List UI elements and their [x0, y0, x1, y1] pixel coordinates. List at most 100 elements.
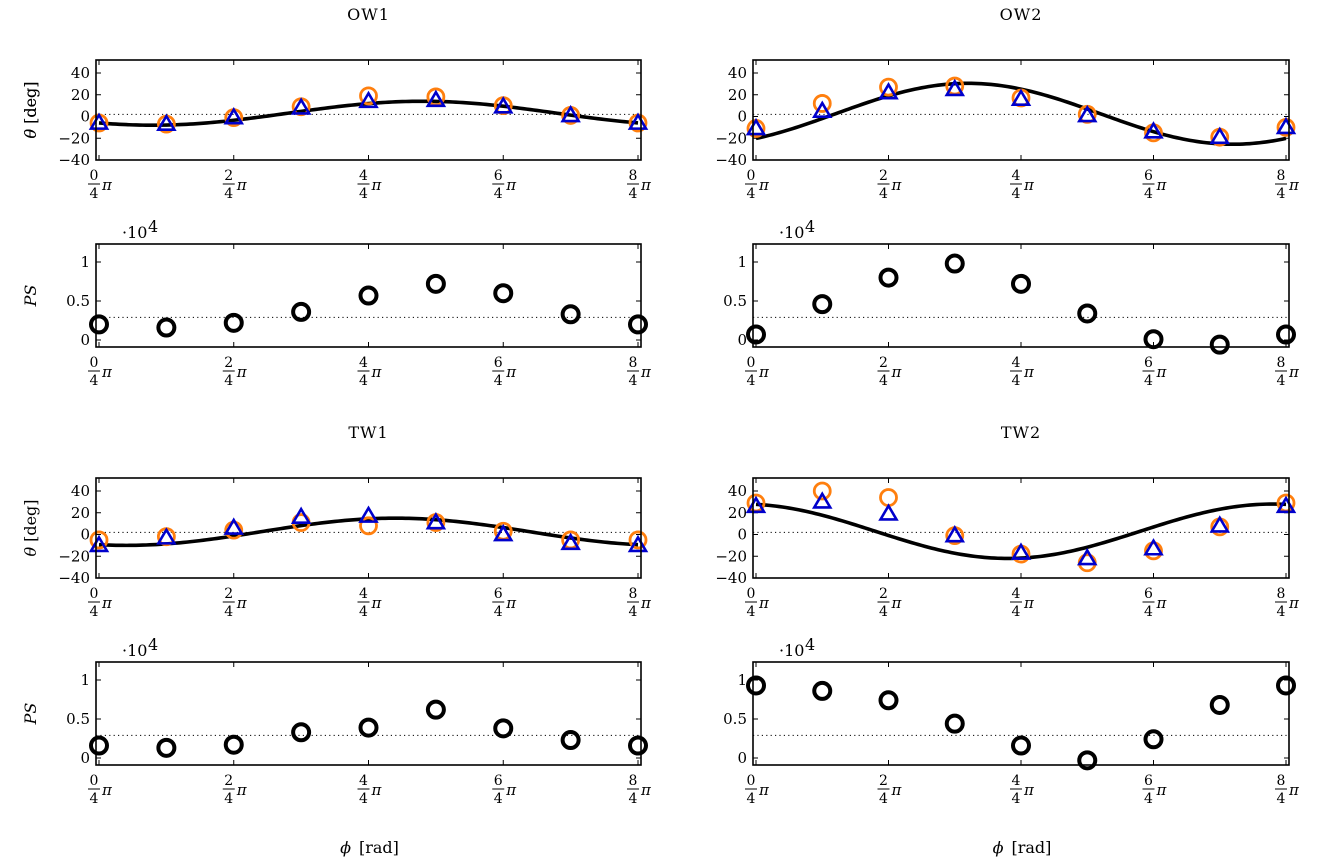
- x-tick-denominator: 4: [359, 604, 368, 620]
- triangle-point: [358, 90, 379, 109]
- x-tick-denominator: 4: [90, 373, 99, 389]
- y-tick-label: 0.5: [66, 292, 90, 310]
- y-tick-label: 1: [737, 671, 747, 689]
- x-tick-label: 8 4 π: [627, 586, 652, 620]
- x-axis-label: ϕ [rad]: [340, 838, 399, 857]
- triangle-point: [1076, 104, 1098, 123]
- x-tick-label: 2 4 π: [877, 586, 903, 620]
- panel-title: TW1: [348, 423, 388, 442]
- axes-frame: [752, 477, 1290, 579]
- x-tick-denominator: 4: [494, 186, 503, 202]
- pi-symbol: π: [891, 594, 903, 612]
- triangle-point: [1010, 542, 1032, 560]
- exponent-base: ·10: [122, 641, 147, 660]
- y-tick-label: 20: [728, 86, 747, 104]
- x-tick-denominator: 4: [224, 186, 233, 202]
- x-tick-numerator: 0: [747, 355, 756, 371]
- x-tick-denominator: 4: [90, 604, 99, 620]
- x-tick-label: 2 4 π: [877, 355, 903, 389]
- x-tick-label: 4 4 π: [1010, 586, 1035, 620]
- pi-symbol: π: [1156, 781, 1168, 799]
- exponent-base: ·10: [779, 641, 804, 660]
- x-tick-numerator: 0: [747, 586, 756, 602]
- x-tick-denominator: 4: [1144, 373, 1153, 389]
- x-tick-numerator: 6: [494, 355, 503, 371]
- x-tick-denominator: 4: [629, 373, 638, 389]
- x-tick-denominator: 4: [494, 373, 503, 389]
- x-tick-denominator: 4: [1144, 791, 1153, 807]
- y-axis-label: PS: [21, 703, 40, 726]
- pi-symbol: π: [758, 781, 770, 799]
- x-tick-numerator: 2: [879, 355, 888, 371]
- x-tick-label: 2 4 π: [222, 168, 248, 202]
- ps-point: [493, 718, 514, 739]
- pi-symbol: π: [1288, 363, 1300, 381]
- phi-unit: [rad]: [359, 838, 399, 857]
- ps-point: [746, 324, 766, 345]
- x-tick-numerator: 0: [747, 168, 756, 184]
- x-tick-denominator: 4: [1277, 604, 1286, 620]
- y-tick-label: −20: [715, 547, 747, 565]
- ps-point: [746, 675, 766, 696]
- panel-title: OW1: [347, 5, 390, 24]
- phi-unit: [rad]: [1011, 838, 1051, 857]
- y-tick-label: 20: [71, 86, 90, 104]
- pi-symbol: π: [1288, 176, 1300, 194]
- pi-symbol: π: [1288, 594, 1300, 612]
- panel-title: TW2: [1001, 423, 1041, 442]
- pi-symbol: π: [640, 363, 652, 381]
- triangle-point: [492, 523, 514, 542]
- triangle-point: [223, 107, 245, 125]
- y-tick-label: −20: [58, 129, 90, 147]
- ps-point: [560, 304, 581, 325]
- y-tick-label: 0: [737, 108, 747, 126]
- triangle-point: [944, 78, 966, 97]
- ps-exponent: ·10 4: [122, 635, 158, 660]
- x-tick-numerator: 4: [1012, 773, 1021, 789]
- ps-point: [425, 699, 446, 720]
- x-tick-denominator: 4: [747, 791, 756, 807]
- y-tick-label: 0: [737, 749, 747, 767]
- x-tick-label: 0 4 π: [745, 773, 770, 807]
- x-tick-numerator: 6: [1144, 773, 1153, 789]
- x-tick-numerator: 4: [1012, 586, 1021, 602]
- pi-symbol: π: [236, 594, 248, 612]
- x-tick-numerator: 2: [224, 773, 233, 789]
- ps-exponent: ·10 4: [779, 217, 815, 242]
- pi-symbol: π: [505, 594, 517, 612]
- pi-symbol: π: [640, 781, 652, 799]
- theta-symbol: θ: [21, 547, 40, 557]
- x-tick-numerator: 6: [1144, 355, 1153, 371]
- ps-point: [628, 735, 648, 756]
- ps-point: [425, 273, 446, 294]
- y-tick-label: −40: [715, 569, 747, 587]
- pi-symbol: π: [758, 594, 770, 612]
- triangle-point: [88, 112, 110, 130]
- axes-frame: [95, 477, 642, 579]
- x-tick-label: 0 4 π: [88, 586, 113, 620]
- triangle-point: [1209, 126, 1231, 145]
- circle-point: [812, 94, 832, 113]
- y-tick-label: 0.5: [723, 710, 747, 728]
- triangle-point: [745, 117, 767, 136]
- triangle-point: [560, 104, 581, 123]
- x-tick-label: 4 4 π: [357, 168, 383, 202]
- y-tick-label: −40: [715, 151, 747, 169]
- x-tick-numerator: 2: [224, 168, 233, 184]
- x-tick-label: 8 4 π: [627, 773, 652, 807]
- ps-point: [1011, 735, 1031, 756]
- exponent-base: ·10: [779, 223, 804, 242]
- x-tick-numerator: 2: [224, 355, 233, 371]
- x-tick-denominator: 4: [1012, 186, 1021, 202]
- x-tick-denominator: 4: [629, 186, 638, 202]
- pi-symbol: π: [505, 781, 517, 799]
- x-tick-numerator: 4: [1012, 168, 1021, 184]
- x-tick-label: 8 4 π: [1275, 355, 1300, 389]
- ps-point: [156, 737, 177, 758]
- x-tick-numerator: 4: [359, 355, 368, 371]
- pi-symbol: π: [236, 781, 248, 799]
